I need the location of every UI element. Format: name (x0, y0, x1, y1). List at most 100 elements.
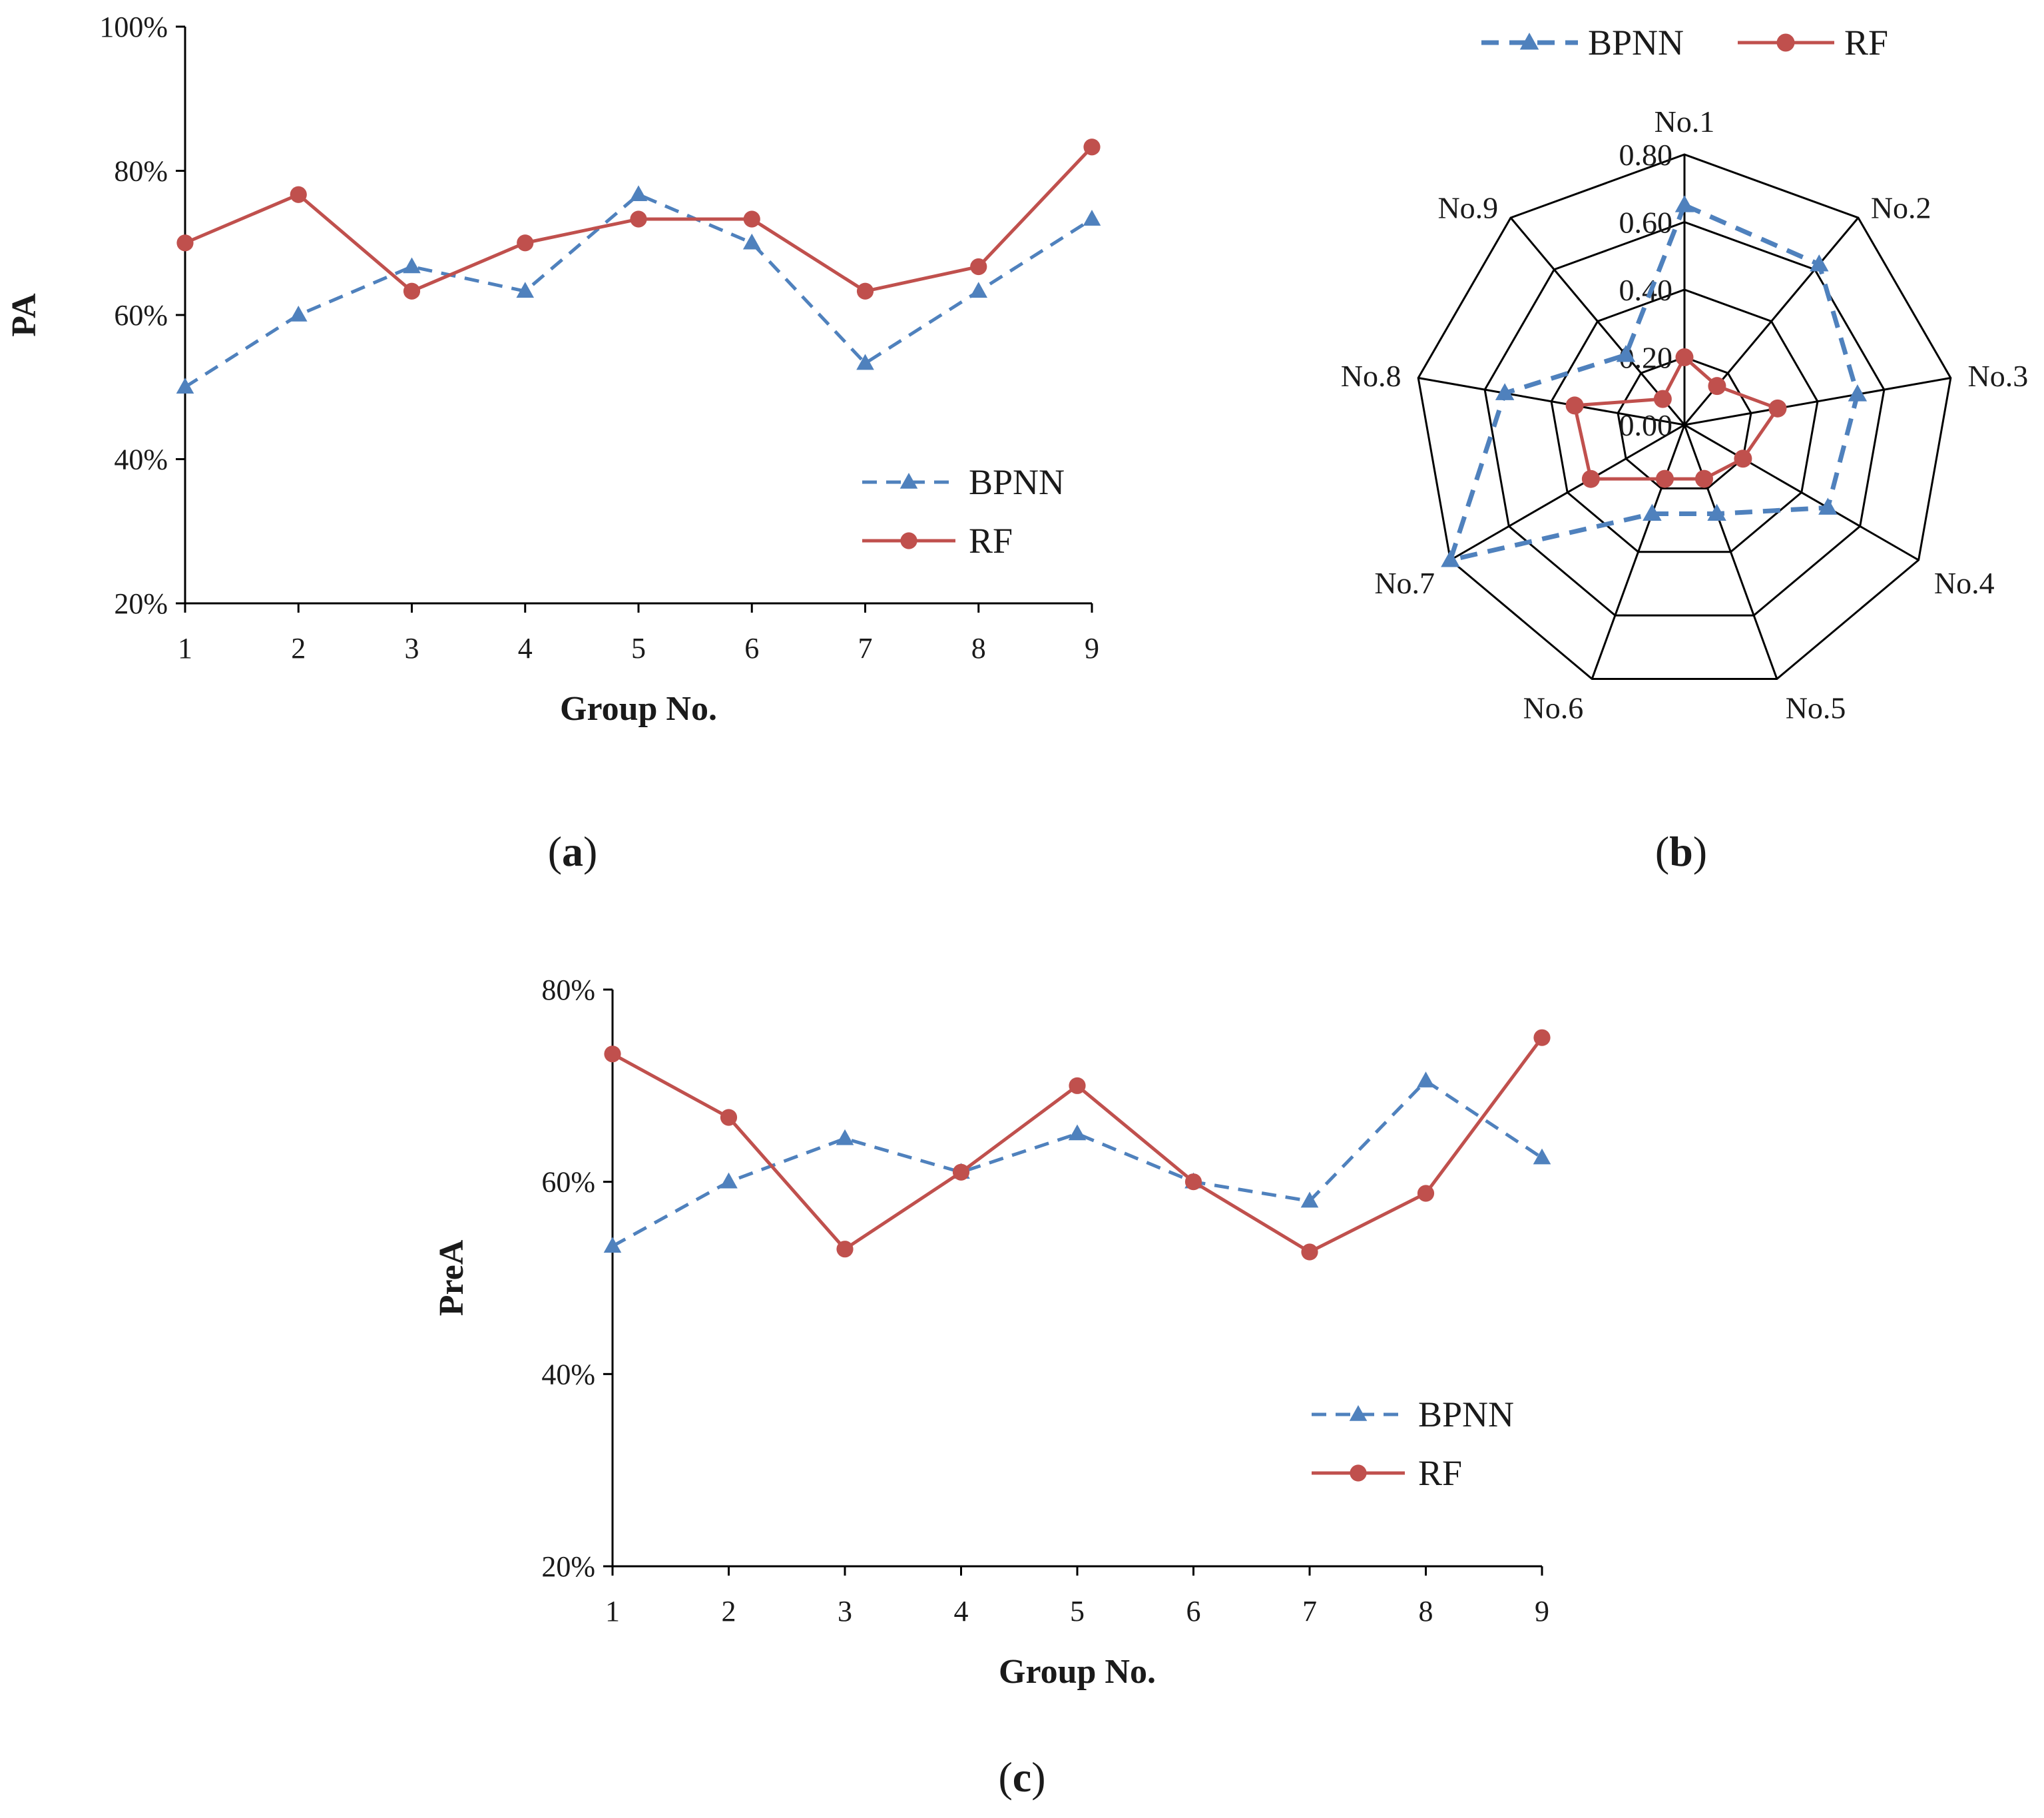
series-line-rf (611, 1036, 1544, 1254)
radar-series-bpnn (1447, 202, 1860, 563)
x-tick-label: 1 (605, 1595, 620, 1628)
x-tick-label: 2 (291, 632, 306, 665)
x-axis-title: Group No. (560, 690, 717, 728)
y-tick-label: 40% (114, 444, 168, 476)
radar-tick-label: 0.00 (1619, 408, 1673, 442)
legend-label-bpnn: BPNN (969, 462, 1065, 502)
panel-letter-c: c (1013, 1753, 1031, 1801)
y-axis-title: PreA (433, 1239, 471, 1316)
panel-label-c: (c) (998, 1753, 1045, 1801)
legend-label-rf: RF (969, 521, 1013, 561)
series-line-bpnn (611, 1079, 1543, 1248)
data-point-rf (1301, 1243, 1318, 1261)
data-point-bpnn (1533, 1148, 1551, 1165)
y-tick-label: 80% (114, 155, 168, 188)
radar-legend-label-bpnn: BPNN (1588, 23, 1684, 63)
data-point-bpnn (1083, 210, 1101, 226)
radar-category-label: No.1 (1655, 105, 1715, 139)
x-tick-label: 7 (1302, 1595, 1317, 1628)
data-point-rf (630, 210, 647, 228)
series-line-bpnn (184, 192, 1093, 389)
radar-point-rf (1581, 469, 1600, 488)
data-point-bpnn (516, 282, 535, 298)
chart-c: 20% 40% 60% 80% 1 2 3 4 5 6 7 8 9 Group No. PreA BPNN RF (433, 974, 1551, 1691)
data-point-bpnn (176, 378, 194, 394)
radar-category-label: No.5 (1786, 691, 1846, 725)
panel-letter-a: a (562, 828, 583, 875)
data-point-rf (290, 186, 307, 203)
x-tick-label: 7 (858, 632, 873, 665)
data-point-rf (970, 258, 987, 276)
panel-letter-b: b (1669, 828, 1693, 875)
radar-category-label: No.7 (1374, 566, 1435, 600)
data-point-rf (403, 282, 421, 300)
x-tick-label: 4 (518, 632, 533, 665)
data-point-rf (856, 282, 874, 300)
radar-point-bpnn (1818, 497, 1838, 515)
legend-marker-rf (900, 532, 917, 549)
y-axis-title: PA (5, 293, 43, 337)
radar-ring (1483, 220, 1886, 617)
data-point-bpnn (969, 282, 988, 298)
radar-category-label: No.8 (1341, 359, 1402, 393)
data-point-rf (1069, 1077, 1086, 1094)
y-tick-label: 60% (541, 1166, 595, 1199)
x-tick-label: 8 (1419, 1595, 1433, 1628)
radar-legend-label-rf: RF (1844, 23, 1888, 63)
y-tick-label: 20% (114, 587, 168, 620)
chart-b: 0.000.200.400.600.80No.1No.2No.3No.4No.5… (1341, 23, 2029, 725)
legend-label-rf: RF (1418, 1453, 1462, 1493)
chart-a: 20% 40% 60% 80% 100% 1 2 3 4 5 6 7 8 9 Group No. PA BPNN… (5, 11, 1101, 728)
x-tick-label: 5 (1070, 1595, 1085, 1628)
radar-tick-label: 0.40 (1619, 273, 1673, 307)
x-tick-label: 6 (1186, 1595, 1201, 1628)
legend-label-bpnn: BPNN (1418, 1394, 1514, 1434)
radar-spoke (1417, 377, 1685, 426)
radar-spoke (1591, 424, 1686, 680)
radar-point-bpnn (1495, 383, 1515, 400)
radar-category-label: No.6 (1523, 691, 1584, 725)
radar-point-rf (1675, 348, 1694, 366)
radar-point-bpnn (1848, 384, 1868, 402)
y-tick-label: 80% (541, 974, 595, 1006)
radar-spoke (1683, 424, 1778, 680)
data-point-bpnn (603, 1237, 622, 1253)
radar-category-label: No.2 (1871, 191, 1931, 225)
radar-spoke (1684, 377, 1951, 426)
data-point-bpnn (629, 185, 648, 202)
x-tick-label: 3 (405, 632, 419, 665)
data-point-rf (743, 210, 760, 228)
radar-point-bpnn (1643, 503, 1662, 521)
x-tick-label: 9 (1085, 632, 1099, 665)
radar-point-bpnn (1616, 345, 1636, 362)
radar-category-label: No.3 (1968, 359, 2029, 393)
data-point-rf (1417, 1185, 1435, 1202)
data-point-rf (517, 234, 534, 252)
radar-spoke (1509, 217, 1686, 426)
data-point-rf (1533, 1029, 1551, 1046)
radar-tick-label: 0.60 (1619, 206, 1673, 240)
data-point-rf (952, 1163, 970, 1181)
radar-point-bpnn (1674, 195, 1694, 212)
radar-point-rf (1695, 469, 1714, 488)
radar-spoke (1449, 424, 1685, 561)
radar-point-rf (1708, 377, 1726, 396)
x-tick-label: 4 (954, 1595, 969, 1628)
y-tick-label: 40% (541, 1358, 595, 1390)
panel-label-a: (a) (548, 828, 598, 875)
radar-point-bpnn (1441, 550, 1460, 567)
x-tick-label: 3 (838, 1595, 852, 1628)
radar-point-rf (1655, 469, 1674, 488)
legend-marker-bpnn (899, 473, 918, 489)
y-tick-label: 100% (99, 11, 168, 43)
data-point-bpnn (1068, 1124, 1087, 1141)
y-tick-label: 20% (541, 1550, 595, 1583)
radar-tick-label: 0.80 (1619, 138, 1673, 172)
radar-point-rf (1653, 390, 1672, 408)
radar-point-rf (1768, 399, 1787, 418)
radar-point-rf (1565, 396, 1584, 415)
x-tick-label: 2 (722, 1595, 736, 1628)
radar-spoke (1683, 217, 1860, 426)
data-point-bpnn (836, 1129, 854, 1145)
data-point-bpnn (289, 306, 308, 322)
